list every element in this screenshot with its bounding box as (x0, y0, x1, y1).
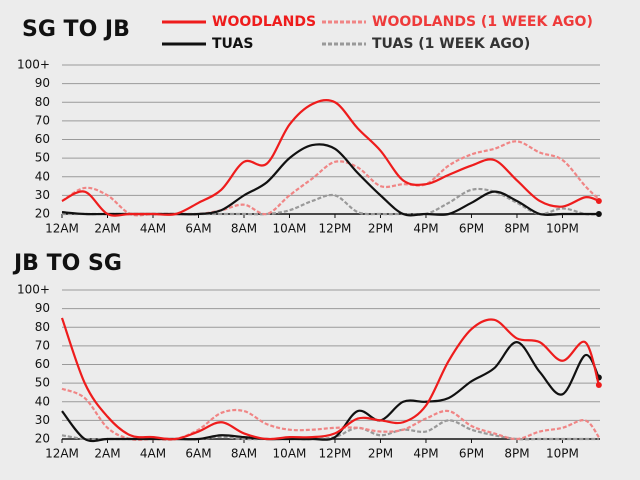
x-tick-label: 10AM (273, 222, 307, 236)
x-tick-label: 12AM (45, 222, 79, 236)
x-tick-label: 4AM (140, 222, 166, 236)
x-tick-label: 8AM (231, 447, 257, 461)
y-tick-label: 60 (35, 357, 50, 371)
x-tick-label: 6AM (185, 222, 211, 236)
end-dot (595, 381, 602, 388)
x-tick-label: 6PM (459, 447, 484, 461)
chart-title: JB TO SG (12, 251, 122, 276)
y-tick-label: 100+ (17, 58, 50, 72)
series-line (60, 317, 600, 441)
series-line (61, 98, 600, 217)
y-tick-label: 50 (35, 376, 50, 390)
x-tick-label: 2PM (368, 447, 393, 461)
x-tick-label: 8AM (231, 222, 257, 236)
y-tick-label: 90 (35, 301, 50, 315)
y-tick-label: 20 (35, 207, 50, 221)
x-tick-label: 10AM (273, 447, 307, 461)
y-tick-label: 50 (35, 151, 50, 165)
y-tick-label: 30 (35, 413, 50, 427)
y-tick-label: 100+ (17, 283, 50, 297)
x-tick-label: 10PM (546, 222, 579, 236)
x-tick-label: 2AM (94, 447, 120, 461)
y-tick-label: 30 (35, 188, 50, 202)
x-tick-label: 4PM (413, 447, 438, 461)
x-tick-label: 4PM (413, 222, 438, 236)
legend-label: TUAS (1 WEEK AGO) (372, 36, 530, 52)
series-line (61, 341, 600, 443)
x-tick-label: 2AM (94, 222, 120, 236)
x-tick-label: 6PM (459, 222, 484, 236)
chart-title: SG TO JB (22, 17, 130, 42)
y-tick-label: 80 (35, 320, 50, 334)
y-tick-label: 40 (35, 169, 50, 183)
x-tick-label: 12PM (319, 222, 352, 236)
x-tick-label: 8PM (504, 222, 529, 236)
legend-label: WOODLANDS (212, 14, 316, 30)
x-tick-label: 12PM (319, 447, 352, 461)
y-tick-label: 70 (35, 113, 50, 127)
y-tick-label: 90 (35, 76, 50, 90)
y-tick-label: 20 (35, 432, 50, 446)
y-tick-label: 70 (35, 338, 50, 352)
y-tick-label: 60 (35, 132, 50, 146)
x-tick-label: 8PM (504, 447, 529, 461)
y-tick-label: 80 (35, 95, 50, 109)
x-tick-label: 10PM (546, 447, 579, 461)
x-tick-label: 2PM (368, 222, 393, 236)
legend-label: WOODLANDS (1 WEEK AGO) (372, 14, 593, 30)
end-dot (595, 211, 602, 217)
end-dot (595, 197, 602, 204)
x-tick-label: 12AM (45, 447, 79, 461)
legend-label: TUAS (212, 36, 253, 52)
x-tick-label: 6AM (185, 447, 211, 461)
y-tick-label: 40 (35, 394, 50, 408)
x-tick-label: 4AM (140, 447, 166, 461)
